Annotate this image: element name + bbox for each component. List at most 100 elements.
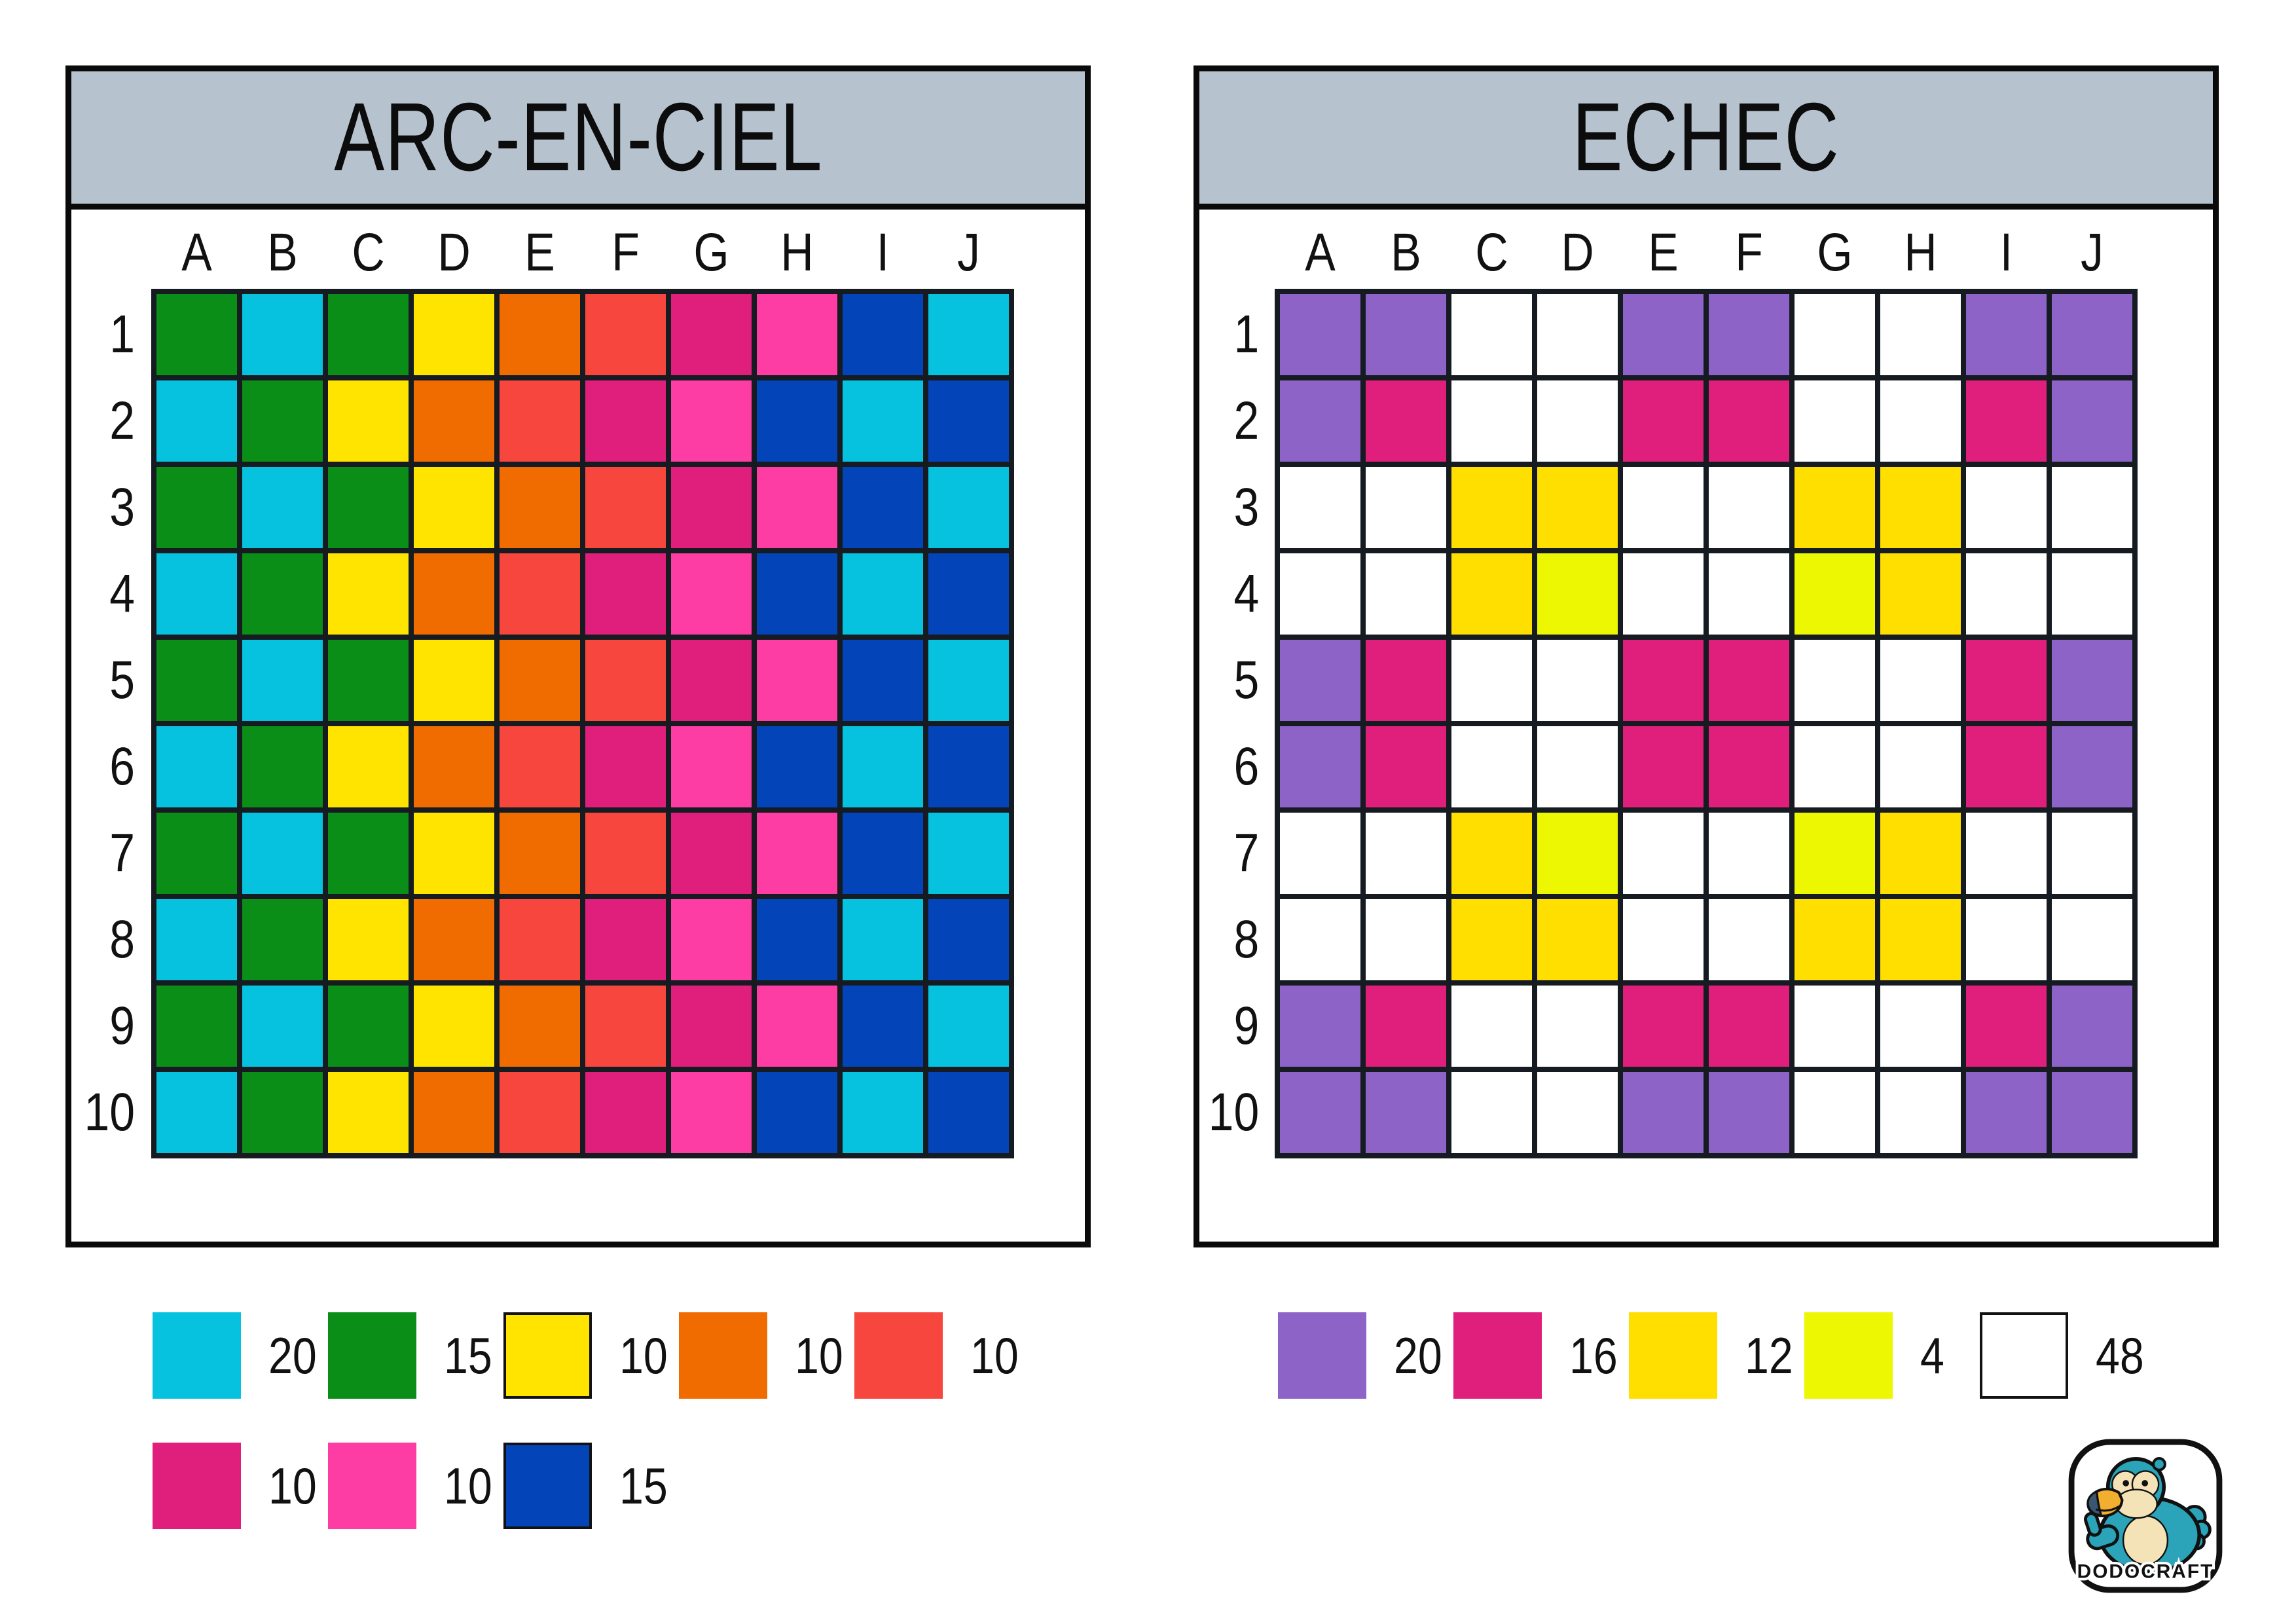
cell-B7 [242, 813, 323, 894]
cell-I6 [843, 726, 923, 807]
cell-A2 [1280, 380, 1360, 462]
cell-D2 [414, 380, 494, 462]
legend-swatch-pink [328, 1443, 416, 1529]
cell-B3 [1366, 467, 1446, 548]
cell-G4 [1795, 553, 1875, 635]
cell-F9 [1709, 986, 1789, 1067]
cell-E8 [500, 899, 580, 980]
cell-J10 [928, 1072, 1009, 1153]
cell-F8 [1709, 899, 1789, 980]
cell-C2 [1451, 380, 1532, 462]
col-label-D: D [1561, 223, 1594, 282]
cell-D7 [414, 813, 494, 894]
row-label-5: 5 [1233, 650, 1260, 710]
cell-E2 [500, 380, 580, 462]
cell-A3 [156, 467, 237, 548]
legend-swatch-red [854, 1312, 943, 1399]
row-label-4: 4 [1233, 564, 1260, 623]
cell-E3 [500, 467, 580, 548]
cell-B4 [1366, 553, 1446, 635]
cell-I7 [1966, 813, 2047, 894]
legend-count-purple: 20 [1394, 1327, 1442, 1384]
cell-H6 [1880, 726, 1961, 807]
legend-arc-en-ciel-row-2: 10 10 15 [153, 1443, 679, 1529]
cell-A4 [156, 553, 237, 635]
cell-J4 [2052, 553, 2132, 635]
cell-G7 [671, 813, 752, 894]
legend-item-yellow: 10 [503, 1312, 679, 1399]
cell-E5 [500, 640, 580, 721]
cell-F10 [585, 1072, 666, 1153]
cell-D4 [1537, 553, 1618, 635]
cell-J3 [2052, 467, 2132, 548]
row-label-6: 6 [109, 737, 135, 796]
cell-E10 [500, 1072, 580, 1153]
legend-swatch-blue [503, 1443, 592, 1529]
cell-I3 [1966, 467, 2047, 548]
cell-C3 [1451, 467, 1532, 548]
legend-swatch-neon [1804, 1312, 1893, 1399]
cell-E7 [500, 813, 580, 894]
cell-H4 [1880, 553, 1961, 635]
cell-I4 [843, 553, 923, 635]
cell-J2 [2052, 380, 2132, 462]
cell-F5 [585, 640, 666, 721]
col-label-J: J [957, 223, 980, 282]
cell-G8 [1795, 899, 1875, 980]
legend-item-blue: 15 [503, 1443, 679, 1529]
cell-D3 [414, 467, 494, 548]
cell-A3 [1280, 467, 1360, 548]
cell-H2 [1880, 380, 1961, 462]
col-label-A: A [1305, 223, 1336, 282]
col-label-G: G [693, 223, 729, 282]
cell-H7 [757, 813, 837, 894]
cell-B10 [1366, 1072, 1446, 1153]
panel-title: ARC-EN-CIEL [333, 83, 823, 191]
cell-F2 [1709, 380, 1789, 462]
cell-C1 [328, 294, 409, 375]
col-label-H: H [1904, 223, 1937, 282]
cell-J6 [928, 726, 1009, 807]
cell-C7 [1451, 813, 1532, 894]
logo-wordmark: DODOCRAFT [2077, 1560, 2214, 1582]
dodo-beak [2086, 1487, 2124, 1518]
cell-G5 [671, 640, 752, 721]
cell-G6 [671, 726, 752, 807]
col-label-C: C [1475, 223, 1508, 282]
cell-H9 [1880, 986, 1961, 1067]
cell-B5 [242, 640, 323, 721]
legend-count-yellow: 10 [619, 1327, 668, 1384]
cell-B9 [242, 986, 323, 1067]
cell-C7 [328, 813, 409, 894]
cell-I2 [843, 380, 923, 462]
cell-F7 [585, 813, 666, 894]
legend-item-pink: 10 [328, 1443, 503, 1529]
cell-F4 [585, 553, 666, 635]
cell-B9 [1366, 986, 1446, 1067]
col-label-I: I [1999, 223, 2013, 282]
cell-B3 [242, 467, 323, 548]
cell-J1 [2052, 294, 2132, 375]
cell-H9 [757, 986, 837, 1067]
cell-C2 [328, 380, 409, 462]
cell-B6 [1366, 726, 1446, 807]
cell-A10 [1280, 1072, 1360, 1153]
cell-E10 [1623, 1072, 1704, 1153]
col-label-G: G [1817, 223, 1853, 282]
cell-E9 [1623, 986, 1704, 1067]
cell-J8 [928, 899, 1009, 980]
cell-I9 [1966, 986, 2047, 1067]
cell-J7 [928, 813, 1009, 894]
cell-C8 [1451, 899, 1532, 980]
cell-J7 [2052, 813, 2132, 894]
cell-H10 [757, 1072, 837, 1153]
cell-D8 [1537, 899, 1618, 980]
cell-G1 [671, 294, 752, 375]
legend-count-gold: 12 [1745, 1327, 1793, 1384]
cell-B8 [1366, 899, 1446, 980]
cell-G3 [671, 467, 752, 548]
cell-A8 [156, 899, 237, 980]
